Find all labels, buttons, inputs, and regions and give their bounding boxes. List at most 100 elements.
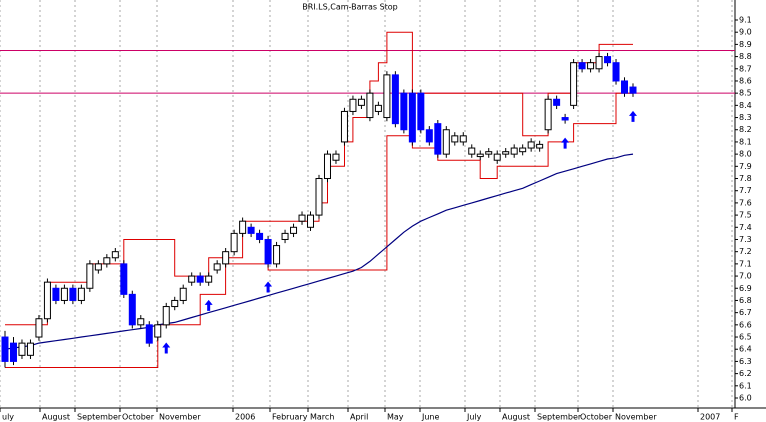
y-tick-label: 6.7 <box>739 308 752 317</box>
candle-body <box>544 98 552 131</box>
x-tick-label: 2007 <box>700 413 720 422</box>
x-tick-label: uly <box>2 413 14 422</box>
y-tick-label: 6.8 <box>739 296 752 305</box>
candle-body <box>264 238 272 265</box>
y-tick-label: 8.3 <box>739 113 752 122</box>
x-tick-label: February <box>272 413 308 422</box>
candle-body <box>476 153 484 158</box>
candle-body <box>434 123 442 155</box>
candle-body <box>536 143 544 149</box>
y-tick-label: 8.8 <box>739 52 752 61</box>
y-tick-label: 6.1 <box>739 381 752 390</box>
moving-average <box>4 153 634 350</box>
candle-body <box>459 135 467 143</box>
x-tick-label: September <box>77 413 122 422</box>
candle-body <box>298 214 306 222</box>
x-tick-label: March <box>310 413 334 422</box>
candle-body <box>587 62 595 70</box>
x-tick-label: November <box>159 413 201 422</box>
candle-body <box>205 275 213 283</box>
candle-body <box>18 342 26 356</box>
y-tick-label: 8.4 <box>739 101 752 110</box>
candle-body <box>493 153 501 161</box>
y-tick-label: 6.4 <box>739 345 752 354</box>
y-tick-label: 8.2 <box>739 125 752 134</box>
candle-body <box>323 153 331 180</box>
candle-body <box>595 56 603 70</box>
candle-body <box>256 232 264 240</box>
candle-body <box>561 117 569 121</box>
candle-body <box>35 318 43 338</box>
candle-body <box>281 232 289 240</box>
y-tick-label: 7.0 <box>739 272 752 281</box>
signal-arrow <box>204 299 213 311</box>
candle-body <box>196 275 204 283</box>
candle-body <box>307 214 315 228</box>
candle-body <box>171 299 179 308</box>
candle-body <box>222 251 230 265</box>
x-tick-label: October <box>580 413 613 422</box>
signal-arrow <box>561 137 570 149</box>
candle-body <box>120 263 128 295</box>
candle-body <box>111 251 119 259</box>
candle-body <box>366 92 374 119</box>
x-tick-label: September <box>537 413 582 422</box>
y-tick-label: 7.8 <box>739 174 752 183</box>
y-tick-label: 7.1 <box>739 259 752 268</box>
x-tick-label: October <box>122 413 155 422</box>
candle-body <box>315 178 323 216</box>
x-tick-label: August <box>42 413 70 422</box>
candle-body <box>162 306 170 326</box>
x-tick-label: July <box>466 413 482 422</box>
candle-body <box>621 80 629 94</box>
x-tick-label: May <box>387 413 404 422</box>
candle-body <box>145 324 153 344</box>
candle-body <box>230 232 238 253</box>
candle-body <box>273 245 281 265</box>
x-tick-label: November <box>615 413 657 422</box>
candle-body <box>629 86 637 94</box>
y-tick-label: 8.9 <box>739 40 752 49</box>
y-tick-label: 9.1 <box>739 16 752 25</box>
candle-body <box>340 110 348 143</box>
signal-arrow <box>264 281 273 293</box>
y-tick-label: 7.5 <box>739 211 752 220</box>
x-tick-label: April <box>350 413 368 422</box>
candle-body <box>154 324 162 338</box>
y-tick-label: 7.9 <box>739 162 752 171</box>
y-tick-label: 7.7 <box>739 186 752 195</box>
y-tick-label: 8.5 <box>739 89 752 98</box>
y-tick-label: 6.6 <box>739 320 752 329</box>
candle-body <box>357 98 365 106</box>
candle-body <box>332 153 340 161</box>
y-tick-label: 6.3 <box>739 357 752 366</box>
candle-body <box>60 287 68 301</box>
x-tick-label: August <box>502 413 530 422</box>
candle-body <box>52 287 60 301</box>
candle-body <box>612 62 620 82</box>
candle-body <box>290 226 298 234</box>
candle-body <box>69 287 77 301</box>
candle-body <box>604 56 612 64</box>
candle-body <box>519 147 527 153</box>
candle-body <box>400 92 408 131</box>
candle-body <box>86 263 94 289</box>
y-tick-label: 6.5 <box>739 333 752 342</box>
x-tick-label: F <box>734 413 739 422</box>
candle-body <box>578 62 586 70</box>
y-tick-label: 8.6 <box>739 76 752 85</box>
candle-body <box>239 220 247 234</box>
y-tick-label: 6.2 <box>739 369 752 378</box>
stop-line <box>5 92 633 368</box>
y-tick-label: 7.4 <box>739 223 752 232</box>
candle-body <box>417 92 425 131</box>
candle-body <box>570 62 578 106</box>
x-tick-label: June <box>421 413 440 422</box>
candle-body <box>128 293 136 326</box>
y-tick-label: 8.1 <box>739 137 752 146</box>
candle-body <box>247 226 255 234</box>
candle-body <box>451 135 459 143</box>
y-tick-label: 8.0 <box>739 150 752 159</box>
candle-body <box>468 147 476 155</box>
